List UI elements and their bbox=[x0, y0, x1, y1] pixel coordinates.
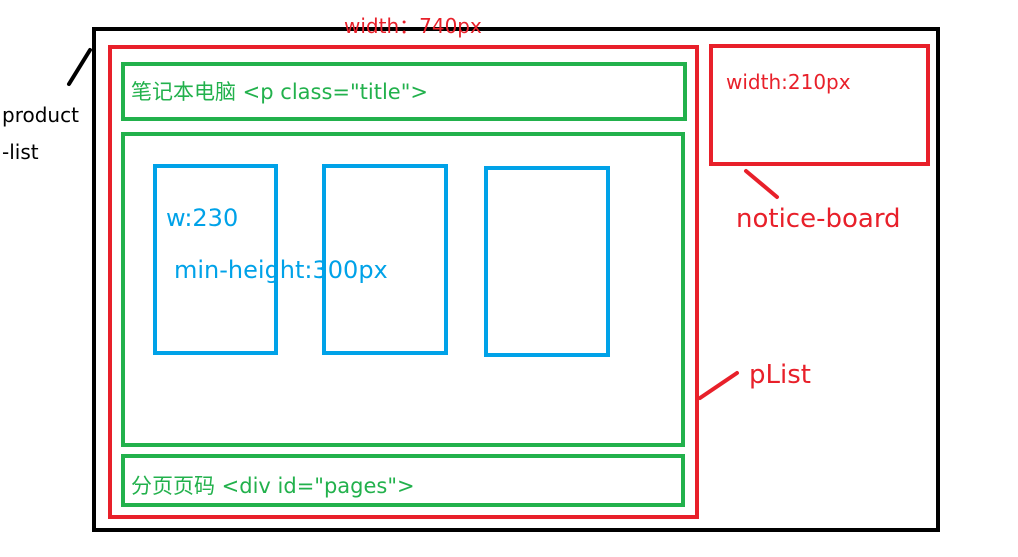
product-list-connector bbox=[67, 48, 92, 86]
pages-section-label: 分页页码 <div id="pages"> bbox=[131, 474, 415, 498]
notice-board-connector bbox=[744, 169, 779, 199]
product-item-box bbox=[153, 164, 278, 355]
product-item-box bbox=[322, 164, 448, 355]
notice-board-box bbox=[709, 44, 930, 166]
product-item-box bbox=[484, 166, 610, 357]
title-section-label: 笔记本电脑 <p class="title"> bbox=[131, 80, 428, 104]
product-list-label-line2: -list bbox=[2, 140, 39, 164]
item-width-label: w:230 bbox=[166, 204, 239, 232]
title-section-box bbox=[121, 62, 687, 121]
product-list-box bbox=[92, 27, 940, 532]
plist-width-label: width：740px bbox=[344, 14, 482, 38]
item-min-height-label: min-height:300px bbox=[174, 256, 388, 284]
pages-section-box bbox=[121, 454, 685, 507]
plist-box bbox=[108, 45, 699, 519]
plist-connector bbox=[698, 371, 739, 400]
notice-width-label: width:210px bbox=[726, 70, 851, 94]
plist-label: pList bbox=[749, 360, 811, 390]
items-section-box bbox=[121, 132, 685, 447]
notice-board-label: notice-board bbox=[736, 204, 901, 234]
product-list-label-line1: product bbox=[2, 103, 79, 127]
